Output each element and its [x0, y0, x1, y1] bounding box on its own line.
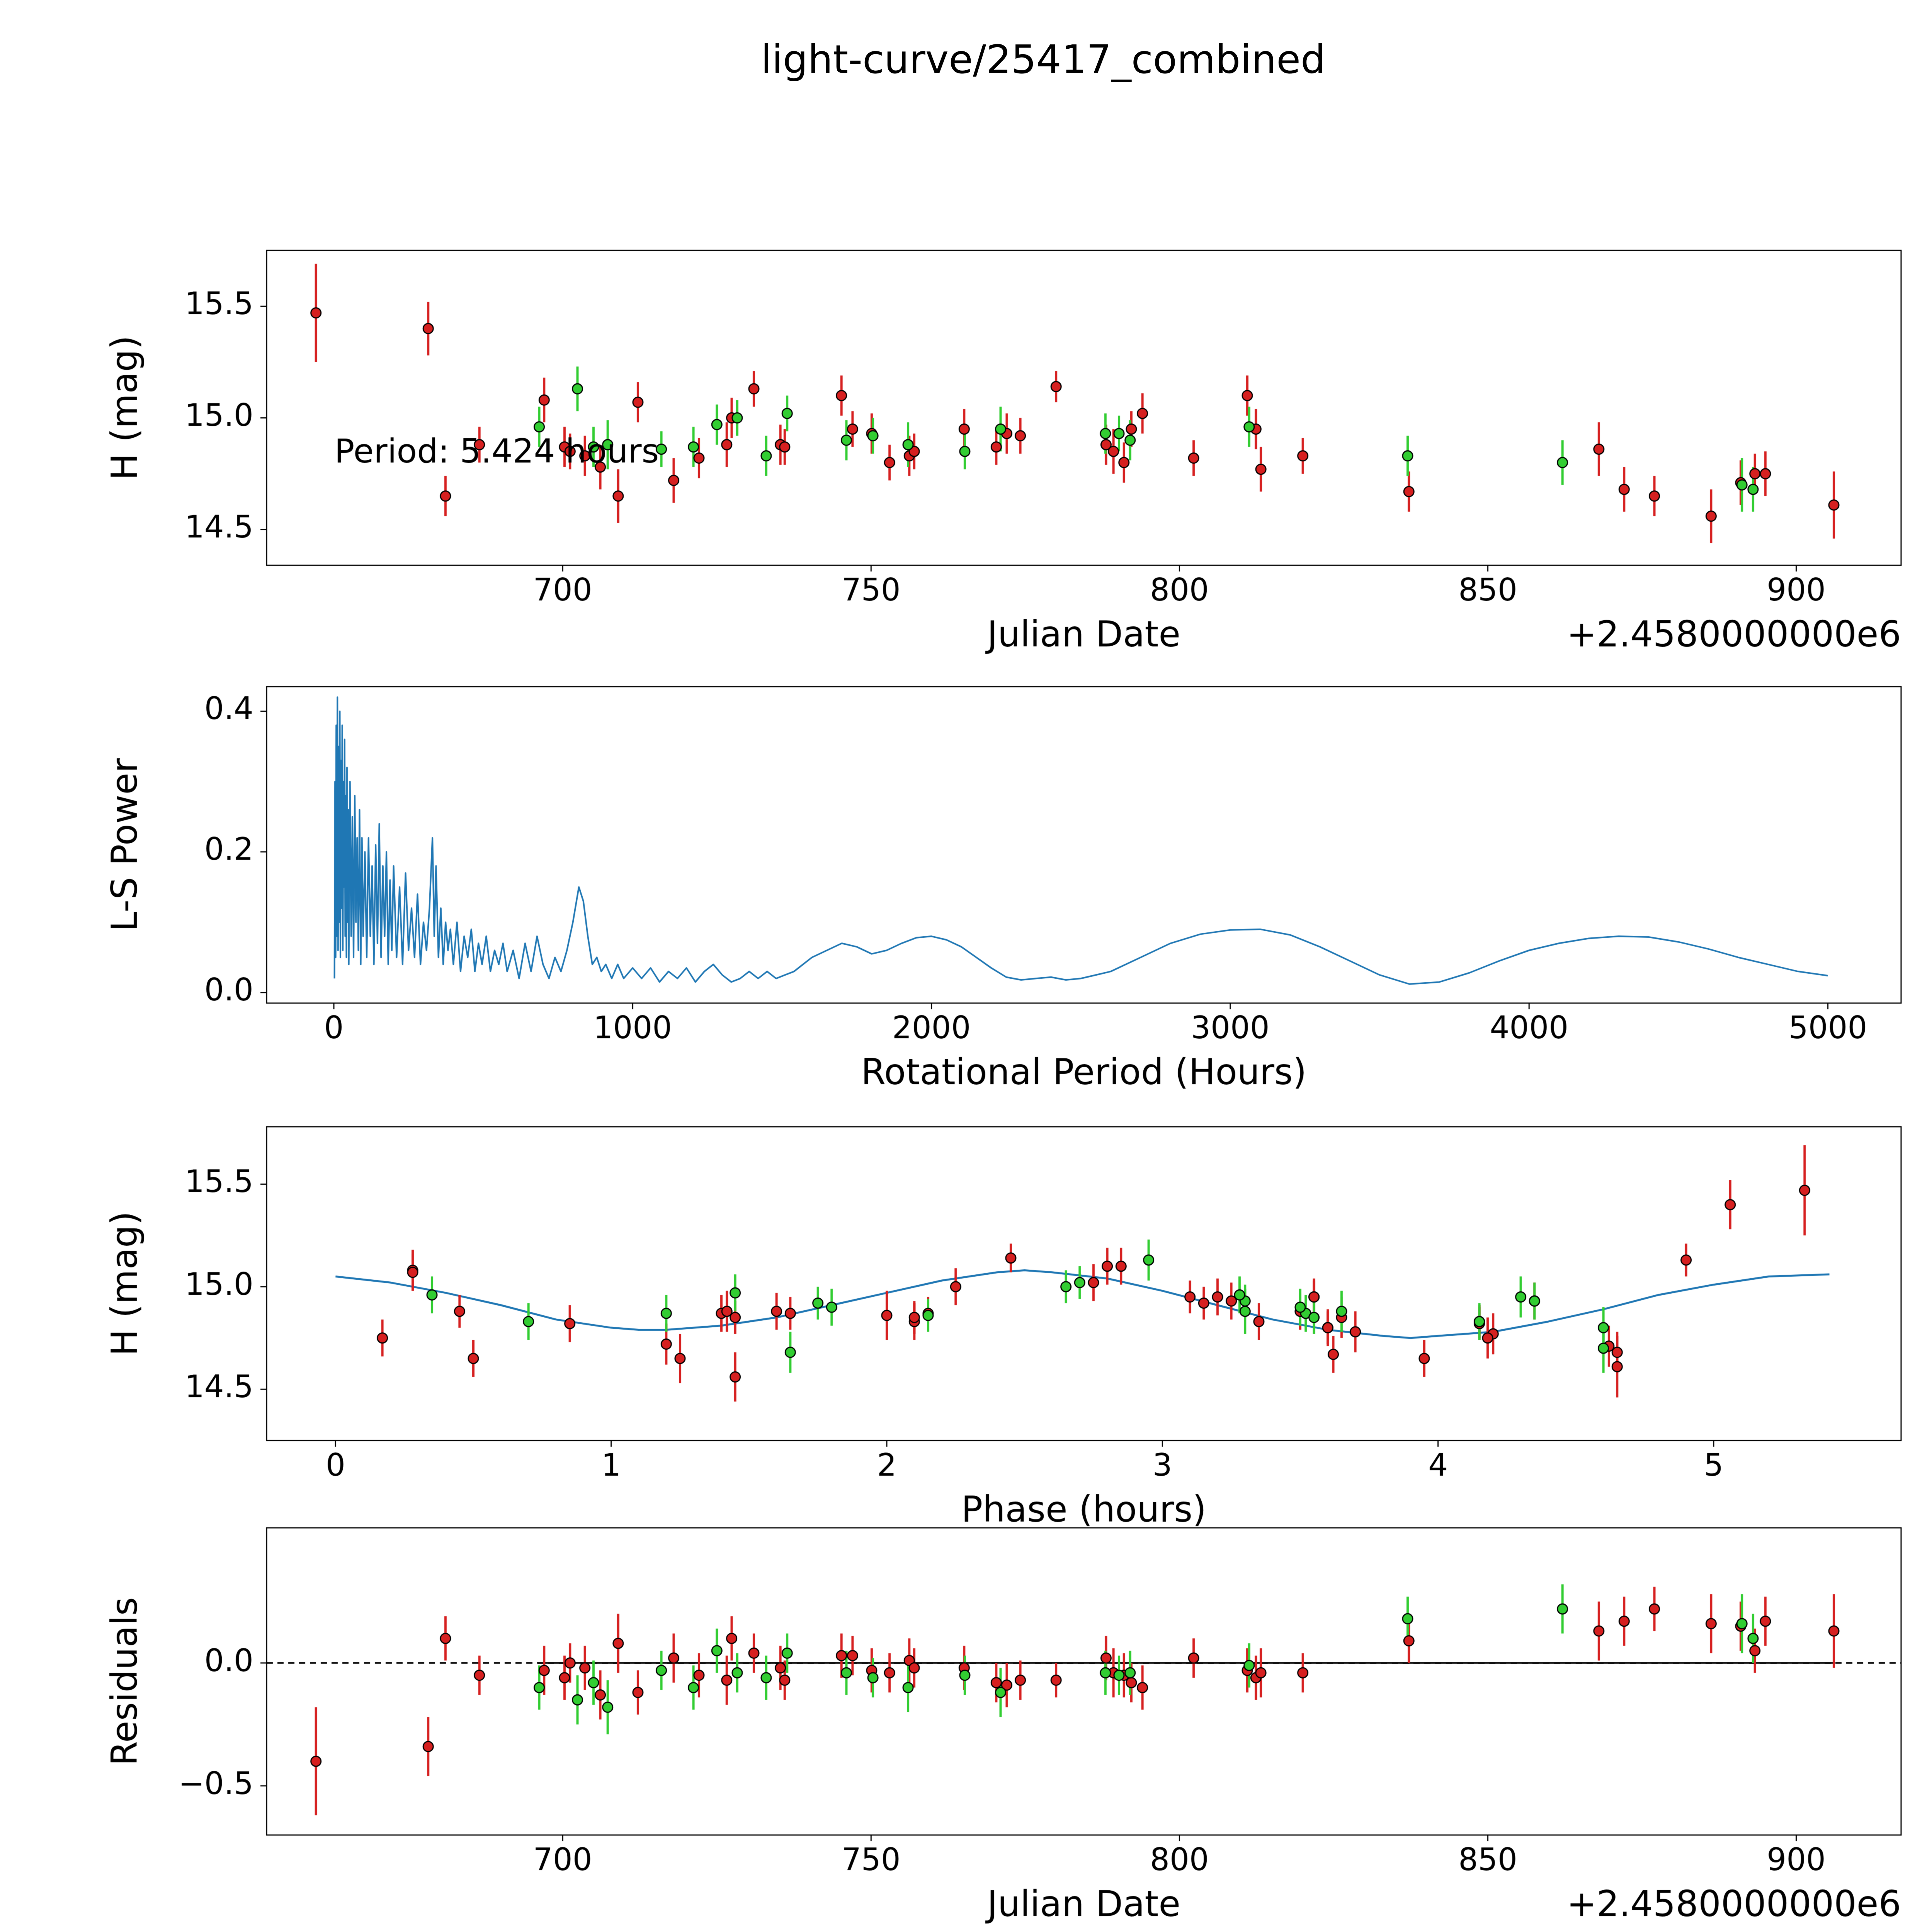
figure-title: light-curve/25417_combined: [761, 37, 1326, 83]
